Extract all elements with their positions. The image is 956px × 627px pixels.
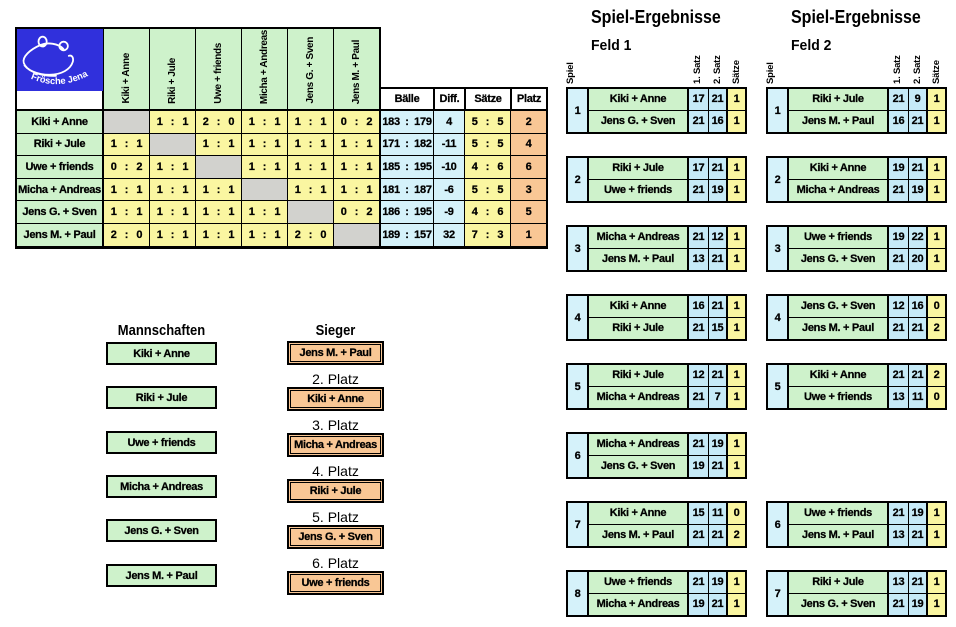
svg-text:Frösche Jena: Frösche Jena <box>30 68 90 86</box>
